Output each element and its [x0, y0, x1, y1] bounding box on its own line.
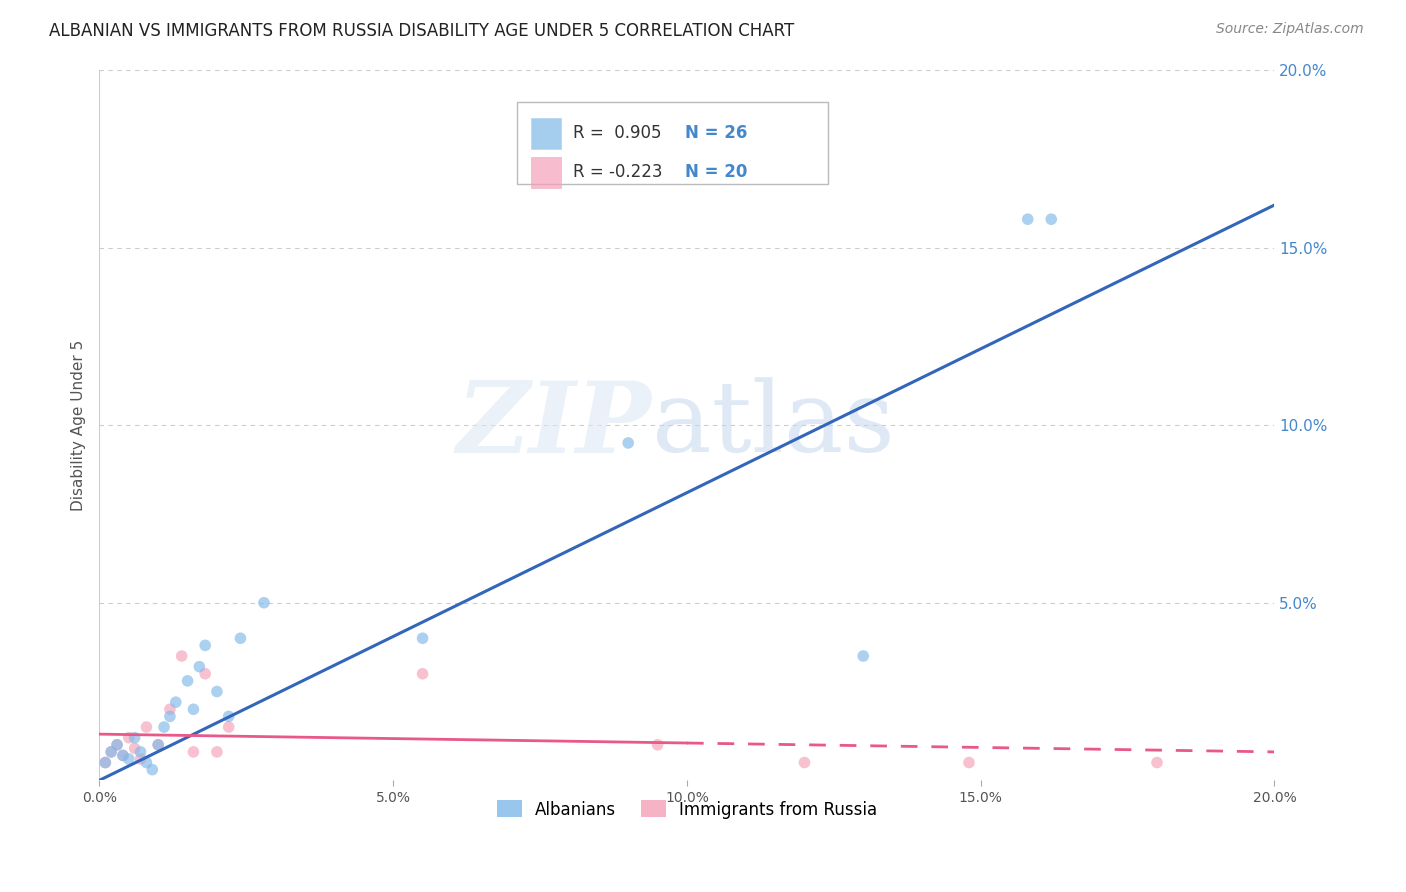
Point	[124, 741, 146, 756]
Point	[111, 748, 134, 763]
Point	[159, 709, 181, 723]
Point	[1146, 756, 1168, 770]
Point	[957, 756, 980, 770]
Point	[194, 666, 217, 681]
Point	[1040, 212, 1063, 227]
Point	[100, 745, 122, 759]
Point	[118, 731, 141, 745]
Text: R =  0.905: R = 0.905	[574, 124, 661, 142]
Point	[647, 738, 669, 752]
Point	[105, 738, 128, 752]
Point	[165, 695, 187, 709]
Point	[852, 648, 875, 663]
Point	[111, 748, 134, 763]
Point	[229, 632, 252, 646]
Point	[135, 720, 157, 734]
Point	[218, 720, 240, 734]
Text: R = -0.223: R = -0.223	[574, 163, 662, 181]
Point	[253, 596, 276, 610]
Point	[141, 763, 163, 777]
Text: N = 20: N = 20	[685, 163, 747, 181]
Text: ALBANIAN VS IMMIGRANTS FROM RUSSIA DISABILITY AGE UNDER 5 CORRELATION CHART: ALBANIAN VS IMMIGRANTS FROM RUSSIA DISAB…	[49, 22, 794, 40]
Point	[412, 666, 434, 681]
Point	[94, 756, 117, 770]
Legend: Albanians, Immigrants from Russia: Albanians, Immigrants from Russia	[489, 794, 884, 825]
Point	[183, 702, 205, 716]
Text: ZIP: ZIP	[457, 377, 652, 474]
Point	[194, 638, 217, 652]
Point	[617, 436, 640, 450]
Point	[124, 731, 146, 745]
Point	[176, 673, 198, 688]
Point	[105, 738, 128, 752]
Point	[159, 702, 181, 716]
Point	[412, 632, 434, 646]
Text: Source: ZipAtlas.com: Source: ZipAtlas.com	[1216, 22, 1364, 37]
Point	[218, 709, 240, 723]
Point	[129, 752, 152, 766]
Point	[1017, 212, 1039, 227]
Point	[148, 738, 170, 752]
FancyBboxPatch shape	[530, 157, 561, 188]
FancyBboxPatch shape	[516, 102, 828, 184]
Point	[793, 756, 815, 770]
Point	[94, 756, 117, 770]
FancyBboxPatch shape	[530, 118, 561, 149]
Point	[118, 752, 141, 766]
Point	[183, 745, 205, 759]
Y-axis label: Disability Age Under 5: Disability Age Under 5	[72, 340, 86, 511]
Point	[170, 648, 193, 663]
Point	[205, 684, 228, 698]
Point	[205, 745, 228, 759]
Text: atlas: atlas	[652, 377, 894, 473]
Point	[129, 745, 152, 759]
Point	[148, 738, 170, 752]
Point	[135, 756, 157, 770]
Text: N = 26: N = 26	[685, 124, 747, 142]
Point	[188, 659, 211, 673]
Point	[153, 720, 176, 734]
Point	[100, 745, 122, 759]
